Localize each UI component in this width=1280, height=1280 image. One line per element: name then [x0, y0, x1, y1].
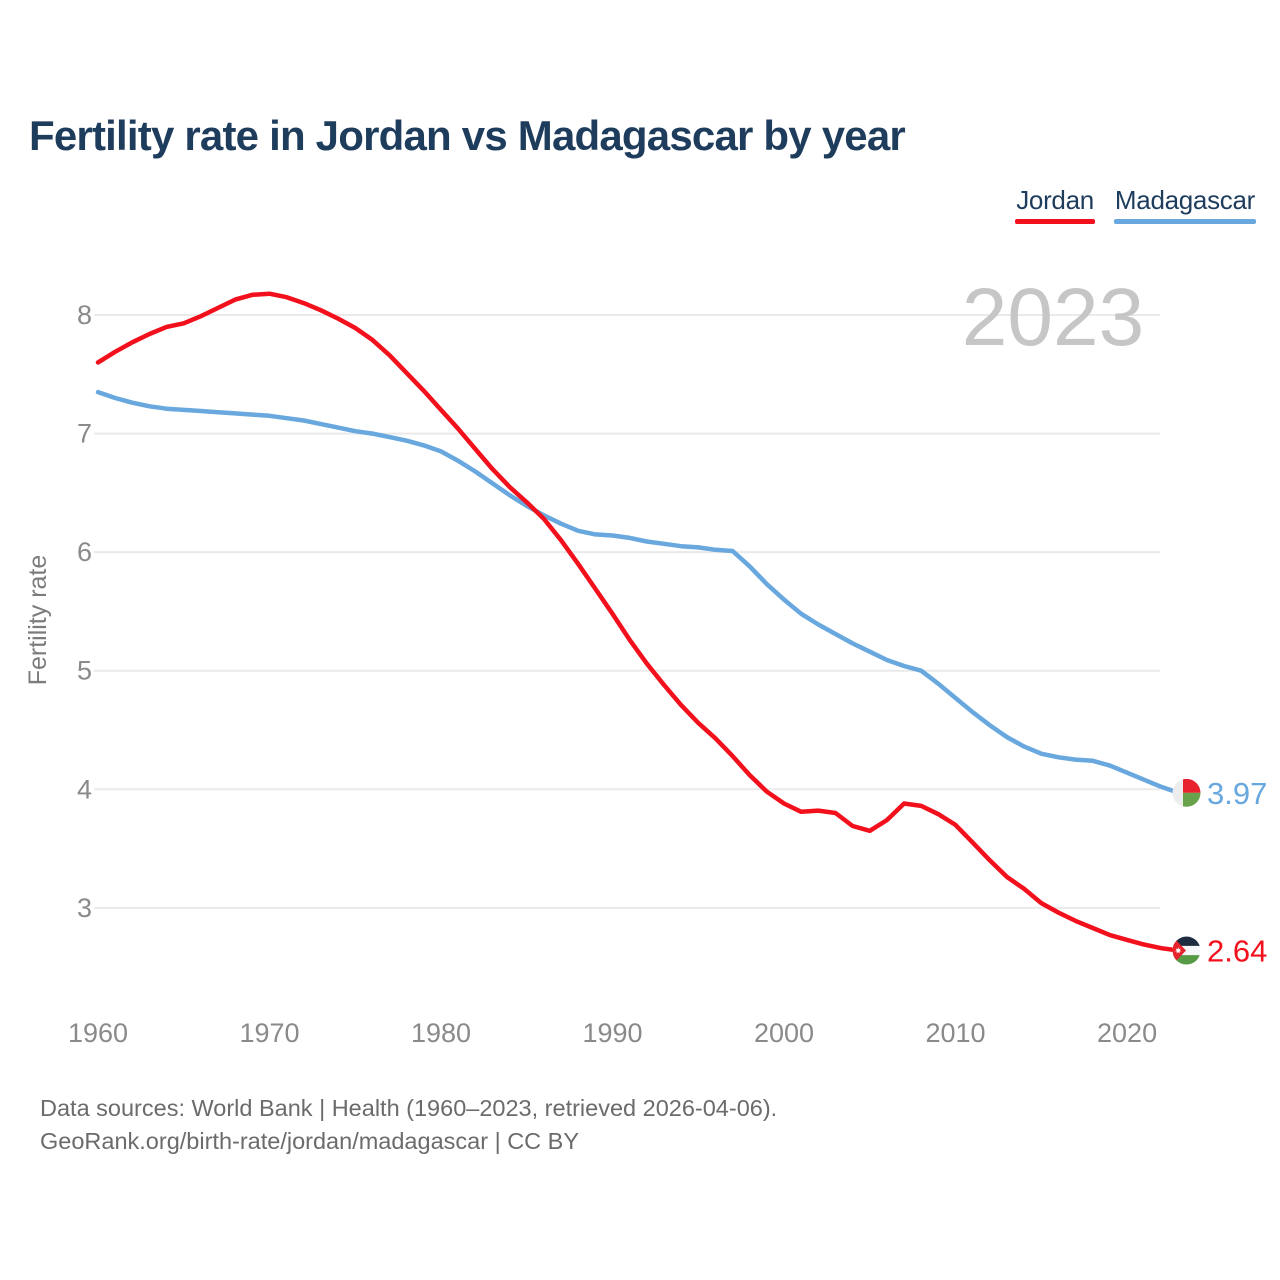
x-tick-label: 1960 — [68, 1018, 128, 1048]
x-tick-label: 1990 — [582, 1018, 642, 1048]
footer-line2: GeoRank.org/birth-rate/jordan/madagascar… — [40, 1128, 580, 1154]
y-tick-label: 6 — [77, 537, 92, 567]
y-tick-label: 5 — [77, 656, 92, 686]
year-watermark: 2023 — [962, 272, 1144, 363]
y-tick-label: 7 — [77, 419, 92, 449]
legend-underline-madagascar — [1113, 219, 1256, 224]
jordan-end-value: 2.64 — [1207, 934, 1267, 969]
data-source-note: Data sources: World Bank | Health (1960–… — [40, 1092, 777, 1158]
madagascar-flag-icon — [1172, 778, 1201, 807]
y-tick-label: 3 — [77, 893, 92, 923]
legend: Jordan Madagascar — [1015, 185, 1256, 224]
legend-item-jordan[interactable]: Jordan — [1015, 185, 1095, 224]
legend-underline-jordan — [1015, 219, 1095, 224]
x-tick-label: 1970 — [239, 1018, 299, 1048]
x-tick-label: 2010 — [926, 1018, 986, 1048]
jordan-flag-icon — [1172, 936, 1201, 965]
legend-label-jordan: Jordan — [1016, 185, 1094, 215]
y-axis-title: Fertility rate — [24, 555, 52, 686]
legend-label-madagascar: Madagascar — [1114, 185, 1255, 215]
x-tick-label: 1980 — [411, 1018, 471, 1048]
legend-item-madagascar[interactable]: Madagascar — [1113, 185, 1256, 224]
x-tick-label: 2000 — [754, 1018, 814, 1048]
footer-line1: Data sources: World Bank | Health (1960–… — [40, 1095, 778, 1121]
madagascar-line — [95, 389, 1181, 796]
jordan-line — [95, 291, 1181, 953]
y-tick-label: 4 — [77, 774, 92, 804]
page-title: Fertility rate in Jordan vs Madagascar b… — [29, 112, 906, 159]
y-tick-label: 8 — [77, 300, 92, 330]
x-tick-label: 2020 — [1097, 1018, 1157, 1048]
madagascar-end-value: 3.97 — [1207, 776, 1267, 811]
